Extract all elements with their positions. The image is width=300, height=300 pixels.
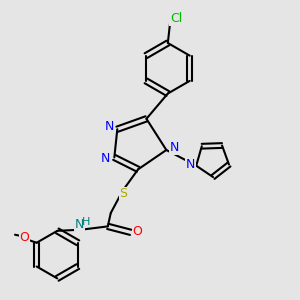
- Text: N: N: [75, 218, 84, 231]
- Text: Cl: Cl: [170, 12, 182, 25]
- Text: N: N: [170, 141, 179, 154]
- Text: O: O: [132, 225, 142, 238]
- Text: N: N: [101, 152, 110, 165]
- Text: S: S: [119, 187, 127, 200]
- Text: N: N: [104, 120, 114, 133]
- Text: O: O: [19, 231, 29, 244]
- Text: H: H: [82, 217, 90, 227]
- Text: N: N: [186, 158, 195, 171]
